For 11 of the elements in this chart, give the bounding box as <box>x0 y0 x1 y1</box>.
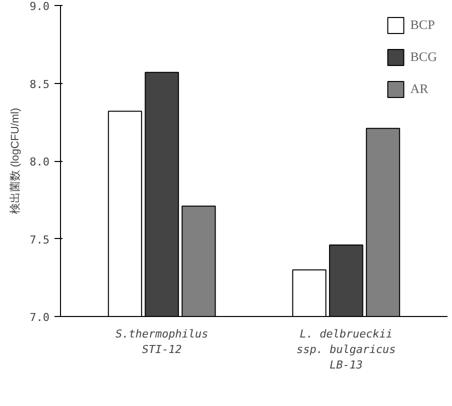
x-tick-label: S.thermophilus STI-12 <box>116 328 208 356</box>
y-tick-label: 7.5 <box>30 233 50 246</box>
y-tick-label: 9.0 <box>30 0 50 13</box>
x-tick-label: L. delbrueckii ssp. bulgaricus LB-13 <box>296 328 396 372</box>
legend-label: BCG <box>410 49 437 65</box>
y-axis-title: 検出菌数 (logCFU/ml) <box>8 108 22 214</box>
y-tick-label: 8.0 <box>30 156 50 168</box>
y-tick-label: 8.5 <box>30 78 50 91</box>
legend-label: BCP <box>410 17 435 33</box>
legend-label: AR <box>410 81 430 97</box>
y-tick-label: 7.0 <box>30 311 50 324</box>
